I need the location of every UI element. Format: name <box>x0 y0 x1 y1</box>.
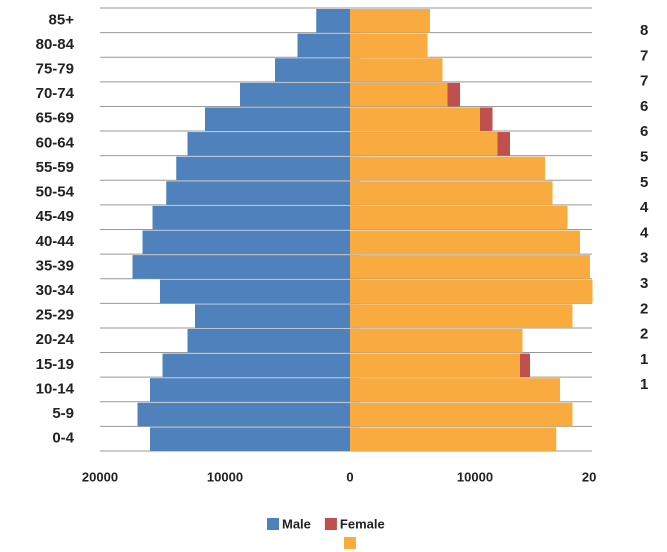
y-tick-label: 20-24 <box>36 331 75 348</box>
legend-swatch <box>267 518 279 530</box>
legend-label: Male <box>282 516 311 531</box>
legend-label: Female <box>340 516 385 531</box>
y-tick-label: 40-44 <box>36 233 75 250</box>
bar <box>275 58 350 82</box>
y-tick-label: 85+ <box>49 11 75 28</box>
bar <box>350 402 573 427</box>
bar <box>350 156 545 181</box>
right-label: 1 <box>640 351 648 368</box>
x-tick-label: 10000 <box>207 469 243 484</box>
right-label: 6 <box>640 98 648 115</box>
right-label: 3 <box>640 250 648 267</box>
x-tick-label: 20000 <box>582 469 618 484</box>
y-tick-label: 45-49 <box>36 208 74 225</box>
bar <box>142 230 350 255</box>
right-label: 1 <box>640 376 648 393</box>
bar <box>350 304 573 328</box>
bar <box>350 107 480 132</box>
y-tick-label: 0-4 <box>52 430 74 447</box>
bar <box>350 255 590 279</box>
legend-swatch <box>344 537 356 549</box>
bar <box>350 33 428 58</box>
right-label: 4 <box>640 224 649 241</box>
legend: Male Female <box>267 516 385 549</box>
bar <box>350 427 557 451</box>
bar <box>187 328 350 353</box>
y-tick-label: 15-19 <box>36 356 74 373</box>
x-tick-label: 20000 <box>82 469 118 484</box>
bar <box>350 353 520 378</box>
right-label: 5 <box>640 148 648 165</box>
y-tick-label: 5-9 <box>52 405 74 422</box>
y-tick-label: 35-39 <box>36 257 74 274</box>
right-label: 7 <box>640 73 648 90</box>
bar <box>297 33 350 58</box>
bar <box>176 156 350 181</box>
bar <box>205 107 350 132</box>
right-label: 4 <box>640 199 649 216</box>
x-tick-label: 10000 <box>457 469 493 484</box>
bar <box>150 427 350 451</box>
legend-swatch <box>324 518 337 530</box>
bar <box>316 9 350 33</box>
y-tick-label: 30-34 <box>36 282 75 299</box>
bar <box>350 58 443 82</box>
plot: 20000 10000 0 10000 20000 <box>82 7 618 484</box>
bar <box>350 378 560 402</box>
right-label: 5 <box>640 174 648 191</box>
bar <box>350 181 553 205</box>
bar <box>240 82 350 107</box>
right-label: 8 <box>640 22 648 39</box>
bar <box>137 402 350 427</box>
bar <box>160 279 350 304</box>
y-tick-label: 75-79 <box>36 60 74 77</box>
bar <box>350 9 430 33</box>
y-tick-label: 55-59 <box>36 159 74 176</box>
bar <box>162 353 350 378</box>
y-tick-label: 80-84 <box>36 36 75 53</box>
x-tick-label: 0 <box>346 469 353 484</box>
bar <box>350 205 568 230</box>
right-label: 3 <box>640 275 648 292</box>
bar <box>152 205 350 230</box>
y-tick-label: 65-69 <box>36 110 74 127</box>
bar <box>350 230 580 255</box>
bar <box>350 328 523 353</box>
right-label: 7 <box>640 47 648 64</box>
y-tick-label: 70-74 <box>36 85 75 102</box>
y-tick-label: 60-64 <box>36 134 75 151</box>
y-tick-label: 25-29 <box>36 307 74 324</box>
bar <box>350 132 498 156</box>
right-label: 2 <box>640 300 648 317</box>
bar <box>195 304 350 328</box>
bar <box>350 279 593 304</box>
bar <box>187 132 350 156</box>
bar <box>150 378 350 402</box>
right-label: 2 <box>640 326 648 343</box>
bar <box>166 181 350 205</box>
bar <box>350 82 448 107</box>
y-tick-label: 50-54 <box>36 184 75 201</box>
right-label: 6 <box>640 123 648 140</box>
bar <box>132 255 350 279</box>
y-tick-label: 10-14 <box>36 380 75 397</box>
